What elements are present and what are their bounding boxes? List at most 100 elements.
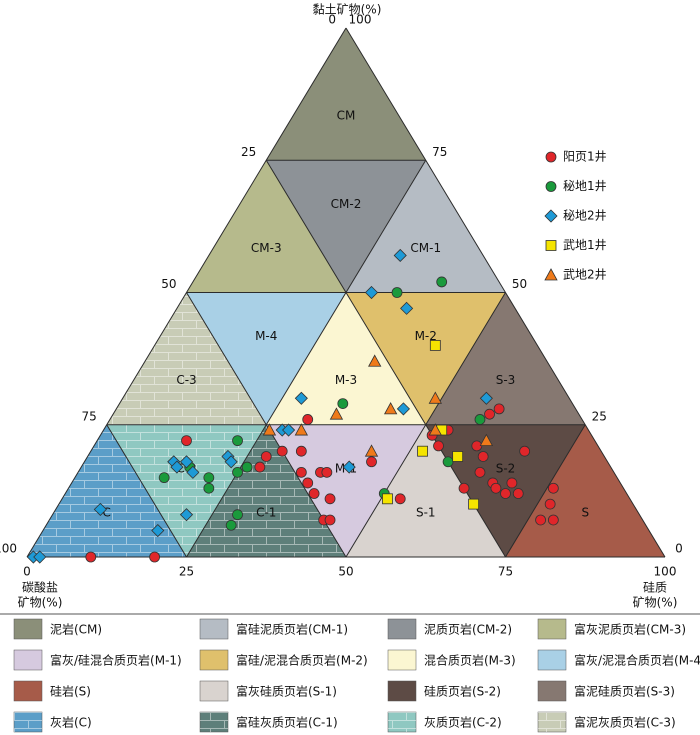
legend-label: 武地1井 xyxy=(563,238,607,252)
data-point xyxy=(181,435,192,447)
data-point xyxy=(337,398,349,409)
region-label: CM-1 xyxy=(410,241,441,255)
left-axis-title: 矿物(%) xyxy=(18,596,63,610)
clay-tick-label: 100 xyxy=(349,13,372,27)
legend-marker xyxy=(544,268,558,281)
data-point xyxy=(241,461,253,473)
legend-label: 富泥硅质页岩(S-3) xyxy=(574,684,675,699)
carbonate-tick-label: 100 xyxy=(0,542,17,556)
legend-label: 富硅/泥混合质页岩(M-2) xyxy=(236,653,368,668)
data-point xyxy=(295,466,307,478)
regions: CMCM-1CM-2CM-3M-1M-2M-3M-4SS-1S-2S-3CC-1… xyxy=(27,28,665,557)
region-label: CM xyxy=(337,109,356,123)
legend-label: 阳页1井 xyxy=(563,150,607,164)
region-label: S-2 xyxy=(496,461,516,475)
region-label: S-1 xyxy=(416,505,436,519)
region-label: M-4 xyxy=(255,329,277,343)
points xyxy=(26,248,559,564)
data-point xyxy=(186,465,200,479)
data-point xyxy=(428,423,442,436)
data-point xyxy=(179,508,194,522)
legend-label: 泥质页岩(CM-2) xyxy=(424,622,512,637)
data-point xyxy=(535,514,546,526)
region xyxy=(186,160,346,293)
data-point xyxy=(547,482,559,494)
data-point xyxy=(436,276,448,288)
data-point xyxy=(479,391,493,405)
data-point xyxy=(429,339,441,351)
region-label: CM-3 xyxy=(251,241,282,255)
region-label: C xyxy=(103,505,111,519)
legend-swatch-texture xyxy=(200,712,228,732)
carbonate-tick-label: 75 xyxy=(81,409,96,423)
grid-line xyxy=(505,424,586,558)
data-point xyxy=(519,445,531,457)
data-point xyxy=(479,433,494,447)
legend-swatch xyxy=(13,618,43,640)
clay-tick-label: 25 xyxy=(592,409,607,423)
legend-label: 富灰/泥混合质页岩(M-4) xyxy=(574,653,700,668)
legend-label: 灰质页岩(C-2) xyxy=(424,715,502,730)
clay-tick-label: 0 xyxy=(675,542,683,556)
region xyxy=(425,292,586,425)
data-point xyxy=(254,461,266,473)
grid-line xyxy=(345,27,666,558)
data-point xyxy=(400,301,414,315)
data-point xyxy=(224,455,238,469)
data-point xyxy=(484,408,495,420)
legend-label: 武地2井 xyxy=(563,268,607,282)
legend-marker xyxy=(545,240,557,251)
legend-label: 富灰硅质页岩(S-1) xyxy=(236,684,337,699)
region-label: C-3 xyxy=(176,373,196,387)
legend-label: 硅质页岩(S-2) xyxy=(424,684,501,699)
legend-label: 富灰泥质页岩(CM-3) xyxy=(574,622,686,637)
data-point xyxy=(324,514,336,526)
data-point xyxy=(232,509,243,521)
top-axis-title: 黏土矿物(%) xyxy=(313,3,382,17)
carbonate-tick-label: 50 xyxy=(161,277,176,291)
region xyxy=(346,160,506,293)
data-point xyxy=(308,488,320,499)
legend-swatch xyxy=(387,680,417,702)
legend-label: 秘地1井 xyxy=(563,179,607,193)
data-point xyxy=(232,466,243,478)
right-axis-title: 矿物(%) xyxy=(633,596,678,610)
silica-tick-label: 50 xyxy=(338,565,353,579)
carbonate-tick-label: 0 xyxy=(328,13,336,27)
legend-swatch xyxy=(387,618,417,640)
data-point xyxy=(158,472,170,484)
data-point xyxy=(433,440,444,452)
data-point xyxy=(396,402,410,416)
data-point xyxy=(368,354,382,367)
data-point xyxy=(302,414,314,425)
data-point xyxy=(544,498,556,510)
legend-marker xyxy=(544,209,558,223)
legend-label: 富硅泥质页岩(CM-1) xyxy=(236,622,348,637)
data-point xyxy=(33,550,47,564)
legend-label: 泥岩(CM) xyxy=(50,622,102,637)
data-point xyxy=(294,423,309,436)
region xyxy=(266,424,426,557)
right-axis-title: 硅质 xyxy=(643,581,667,595)
legend-label: 灰岩(C) xyxy=(50,715,92,730)
data-point xyxy=(500,488,511,499)
data-point xyxy=(393,248,407,263)
data-point xyxy=(262,423,277,436)
data-point xyxy=(490,482,502,494)
region-label: S xyxy=(581,505,589,519)
legend-label: 富泥灰质页岩(C-3) xyxy=(574,715,676,730)
legend-label: 秘地2井 xyxy=(563,209,607,223)
data-point xyxy=(493,403,505,415)
data-point xyxy=(382,493,393,505)
region-label: S-3 xyxy=(496,373,516,387)
region-texture xyxy=(106,292,267,425)
data-point xyxy=(442,456,454,468)
data-point xyxy=(260,451,272,462)
legend-swatch xyxy=(387,649,417,671)
region-label: C-1 xyxy=(256,505,276,519)
data-point xyxy=(417,445,428,457)
data-point xyxy=(203,482,215,494)
data-point xyxy=(93,502,107,516)
legend-label: 硅岩(S) xyxy=(50,684,91,699)
data-point xyxy=(391,287,403,298)
